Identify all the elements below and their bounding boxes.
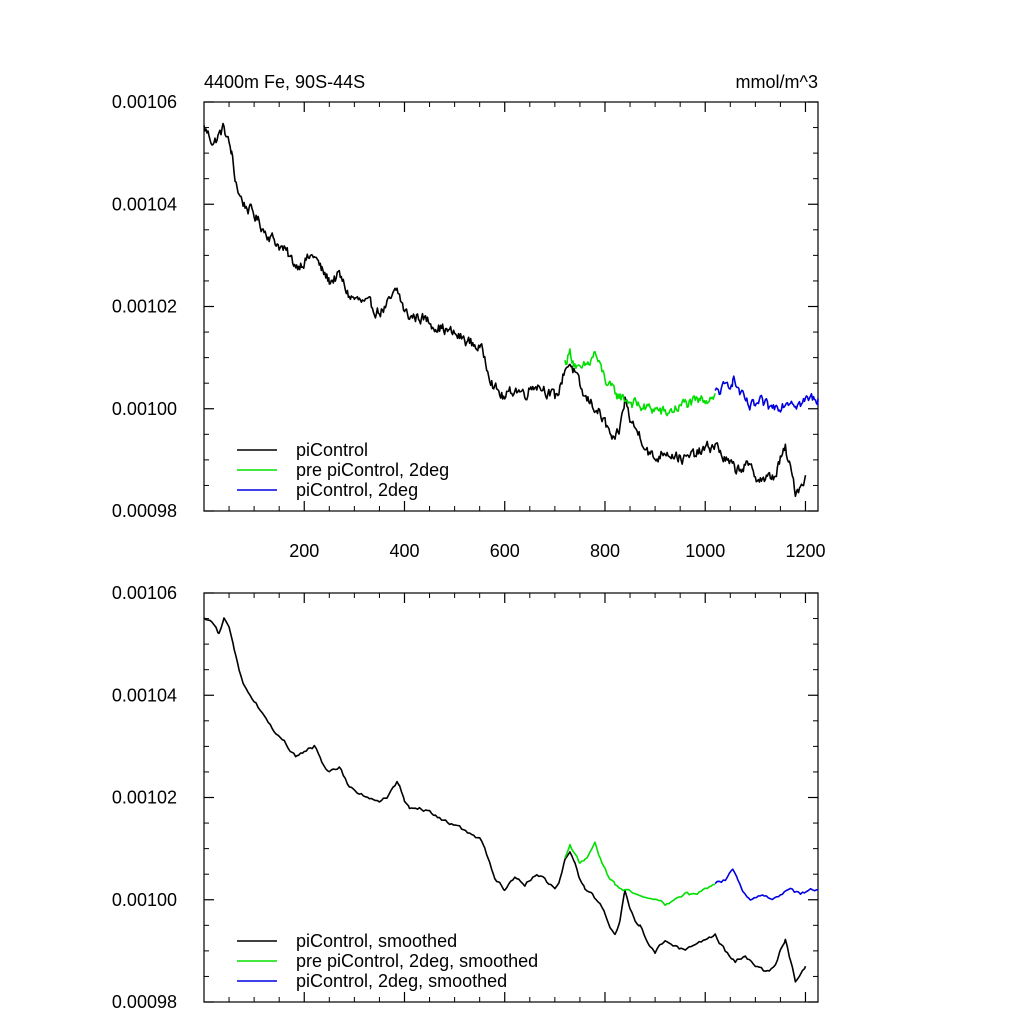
series-line-2 (714, 375, 819, 413)
series-line-1 (564, 841, 716, 906)
y-tick-label: 0.00106 (112, 583, 177, 603)
x-tick-label: 400 (389, 541, 419, 561)
legend-label: pre piControl, 2deg (296, 460, 449, 480)
y-tick-label: 0.00100 (112, 890, 177, 910)
legend-label: piControl, smoothed (296, 931, 457, 951)
y-tick-label: 0.00102 (112, 788, 177, 808)
series-line-0 (203, 617, 807, 983)
legend-label: piControl, 2deg, smoothed (296, 971, 507, 991)
top-panel: 200 400 600 800 1000 1200 0.00098 0.00100 0.0010… (112, 72, 826, 561)
y-tick-label: 0.00102 (112, 297, 177, 317)
x-tick-label: 200 (289, 541, 319, 561)
series-line-0 (203, 122, 807, 498)
legend-label: piControl, 2deg (296, 480, 418, 500)
legend-label: piControl (296, 440, 368, 460)
series-line-1 (564, 348, 716, 417)
y-tick-label: 0.00098 (112, 501, 177, 521)
y-tick-label: 0.00106 (112, 92, 177, 112)
x-tick-label: 1200 (785, 541, 825, 561)
x-tick-label: 1000 (685, 541, 725, 561)
series-line-2 (714, 868, 819, 901)
y-tick-label: 0.00098 (112, 992, 177, 1012)
y-tick-label: 0.00104 (112, 194, 177, 214)
y-tick-label: 0.00104 (112, 685, 177, 705)
units-label: mmol/m^3 (736, 72, 818, 92)
x-tick-label: 800 (590, 541, 620, 561)
chart-title: 4400m Fe, 90S-44S (204, 72, 365, 92)
legend-label: pre piControl, 2deg, smoothed (296, 951, 538, 971)
y-tick-label: 0.00100 (112, 399, 177, 419)
x-tick-label: 600 (490, 541, 520, 561)
bottom-panel: 0.00098 0.00100 0.00102 0.00104 0.00106 piCon… (112, 583, 819, 1012)
